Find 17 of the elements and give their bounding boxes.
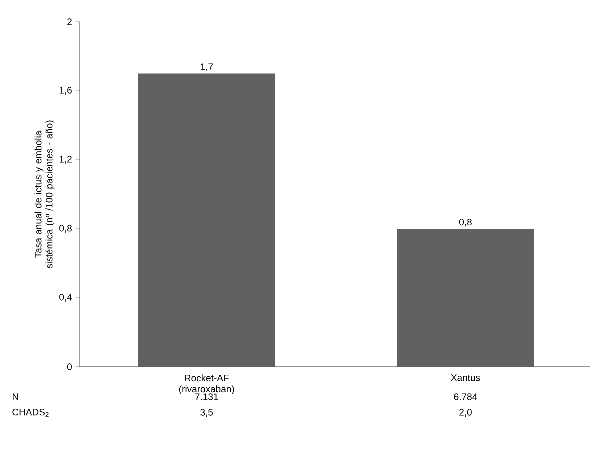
x-tick-label: Xantus bbox=[451, 374, 480, 382]
y-tick-label: 0,4 bbox=[60, 294, 72, 302]
y-tick-label: 0 bbox=[67, 364, 72, 370]
text: 7.131 bbox=[195, 394, 218, 400]
data-label: 1,7 bbox=[200, 64, 213, 72]
x-tick-label: Rocket-AF (rivaroxaban) bbox=[179, 374, 234, 394]
y-tick-label: 1,6 bbox=[60, 87, 72, 95]
y-tick-label: 2 bbox=[68, 18, 72, 26]
y-tick-label: 0,8 bbox=[60, 225, 72, 233]
y-axis-title: Tasa anual de ictus y embolia sistémica (nº /100 pacientes - año) bbox=[34, 120, 55, 269]
y-tick-label: 1,2 bbox=[60, 156, 72, 164]
text: 3,5 bbox=[200, 409, 214, 417]
text: 6.784 bbox=[454, 394, 478, 400]
text: CHADS$_{2}$ bbox=[12, 408, 49, 418]
text: N bbox=[12, 394, 18, 400]
data-label: 0,8 bbox=[460, 218, 472, 227]
text: 2,0 bbox=[460, 409, 472, 417]
